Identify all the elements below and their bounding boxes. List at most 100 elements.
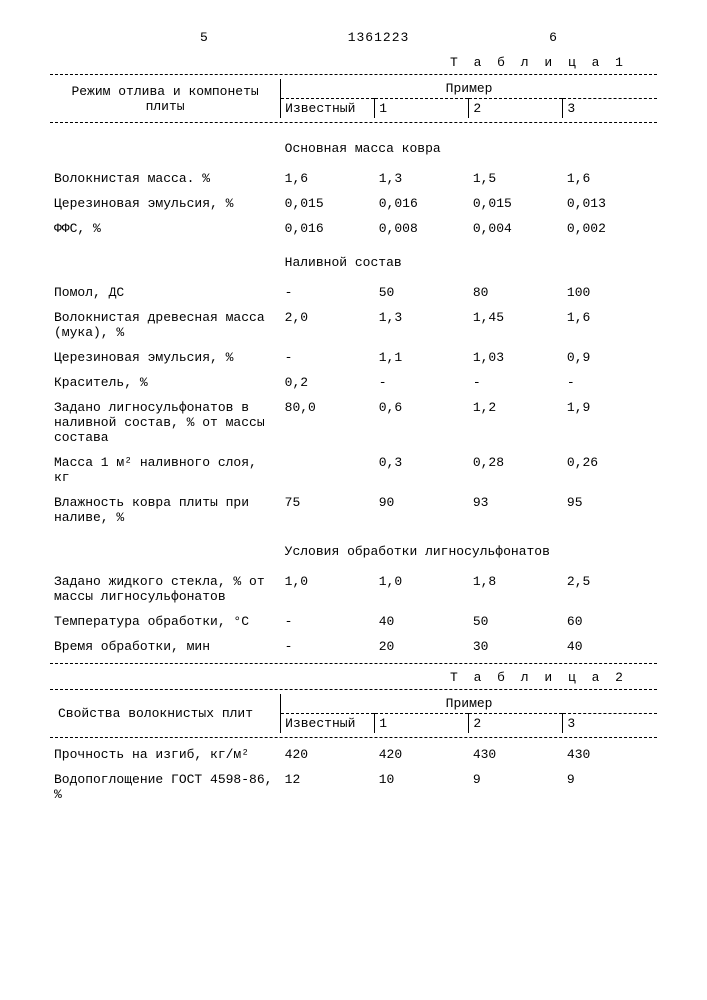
table2-group-header: Пример [281, 694, 657, 714]
table-row: Церезиновая эмульсия, %-1,11,030,9 [50, 345, 657, 370]
table2-row-header: Свойства волокнистых плит [50, 694, 281, 733]
cell: - [281, 280, 375, 305]
cell: 1,9 [563, 395, 657, 450]
table1-col-3: 3 [563, 99, 657, 119]
table1-col-0: Известный [281, 99, 375, 119]
table-row: Краситель, %0,2--- [50, 370, 657, 395]
cell: 0,3 [375, 450, 469, 490]
divider [50, 689, 657, 690]
table-row: Время обработки, мин-203040 [50, 634, 657, 659]
cell: 1,8 [469, 569, 563, 609]
cell: 1,6 [563, 305, 657, 345]
row-label: Волокнистая масса. % [50, 166, 281, 191]
cell: - [281, 634, 375, 659]
table1-col-2: 2 [469, 99, 563, 119]
cell: 1,3 [375, 166, 469, 191]
cell: 1,2 [469, 395, 563, 450]
cell: 1,5 [469, 166, 563, 191]
cell: - [469, 370, 563, 395]
table2: Свойства волокнистых плит Пример Известн… [50, 694, 657, 733]
table1-body: Основная масса ковраВолокнистая масса. %… [50, 127, 657, 659]
table1-group-header: Пример [281, 79, 657, 99]
table-row: Прочность на изгиб, кг/м²420420430430 [50, 742, 657, 767]
cell: 1,6 [281, 166, 375, 191]
row-label: Масса 1 м² наливного слоя, кг [50, 450, 281, 490]
row-label: Волокнистая древесная масса (мука), % [50, 305, 281, 345]
cell: 12 [281, 767, 375, 807]
row-label: Задано жидкого стекла, % от массы лигнос… [50, 569, 281, 609]
row-label: Помол, ДС [50, 280, 281, 305]
cell: 80,0 [281, 395, 375, 450]
table1: Режим отлива и компонеты плиты Пример Из… [50, 79, 657, 118]
table-row: Волокнистая древесная масса (мука), %2,0… [50, 305, 657, 345]
cell: 1,45 [469, 305, 563, 345]
divider [50, 122, 657, 123]
cell: 50 [469, 609, 563, 634]
cell: 420 [281, 742, 375, 767]
cell: 1,1 [375, 345, 469, 370]
cell: 2,0 [281, 305, 375, 345]
page-header: 5 1361223 6 [200, 30, 557, 45]
cell: 0,26 [563, 450, 657, 490]
row-label: Время обработки, мин [50, 634, 281, 659]
cell: - [563, 370, 657, 395]
cell: 0,2 [281, 370, 375, 395]
table2-col-0: Известный [281, 714, 375, 734]
table-row: Масса 1 м² наливного слоя, кг 0,30,280,26 [50, 450, 657, 490]
cell: 75 [281, 490, 375, 530]
section-title: Условия обработки лигносульфонатов [281, 530, 657, 569]
table-row: Водопоглощение ГОСТ 4598-86, %121099 [50, 767, 657, 807]
cell: 430 [563, 742, 657, 767]
cell: 0,004 [469, 216, 563, 241]
cell: 40 [563, 634, 657, 659]
table1-caption: Т а б л и ц а 1 [50, 55, 627, 70]
table2-col-3: 3 [563, 714, 657, 734]
cell: 0,016 [281, 216, 375, 241]
row-label: ФФС, % [50, 216, 281, 241]
section-title: Наливной состав [281, 241, 657, 280]
table-row: Температура обработки, °С-405060 [50, 609, 657, 634]
cell: 0,6 [375, 395, 469, 450]
row-label: Прочность на изгиб, кг/м² [50, 742, 281, 767]
cell [281, 450, 375, 490]
cell: 60 [563, 609, 657, 634]
cell: - [375, 370, 469, 395]
cell: 0,013 [563, 191, 657, 216]
cell: 2,5 [563, 569, 657, 609]
cell: - [281, 609, 375, 634]
row-label: Влажность ковра плиты при наливе, % [50, 490, 281, 530]
cell: 430 [469, 742, 563, 767]
cell: 0,9 [563, 345, 657, 370]
cell: 1,3 [375, 305, 469, 345]
row-label: Краситель, % [50, 370, 281, 395]
row-label: Водопоглощение ГОСТ 4598-86, % [50, 767, 281, 807]
section-title: Основная масса ковра [281, 127, 657, 166]
divider [50, 737, 657, 738]
cell: 100 [563, 280, 657, 305]
table1-row-header: Режим отлива и компонеты плиты [50, 79, 281, 118]
table-row: Помол, ДС-5080100 [50, 280, 657, 305]
cell: 1,0 [281, 569, 375, 609]
cell: 10 [375, 767, 469, 807]
table2-caption: Т а б л и ц а 2 [50, 670, 627, 685]
table-row: Задано лигносульфонатов в наливной соста… [50, 395, 657, 450]
table1-col-1: 1 [375, 99, 469, 119]
left-page-number: 5 [200, 30, 208, 45]
patent-number: 1361223 [348, 30, 410, 45]
table-row: Задано жидкого стекла, % от массы лигнос… [50, 569, 657, 609]
cell: 1,6 [563, 166, 657, 191]
table-row: ФФС, %0,0160,0080,0040,002 [50, 216, 657, 241]
cell: 40 [375, 609, 469, 634]
cell: 0,016 [375, 191, 469, 216]
table2-col-2: 2 [469, 714, 563, 734]
cell: 30 [469, 634, 563, 659]
cell: 50 [375, 280, 469, 305]
row-label: Температура обработки, °С [50, 609, 281, 634]
row-label: Задано лигносульфонатов в наливной соста… [50, 395, 281, 450]
cell: 90 [375, 490, 469, 530]
cell: 80 [469, 280, 563, 305]
cell: 9 [469, 767, 563, 807]
cell: 0,28 [469, 450, 563, 490]
cell: 0,002 [563, 216, 657, 241]
cell: 1,0 [375, 569, 469, 609]
